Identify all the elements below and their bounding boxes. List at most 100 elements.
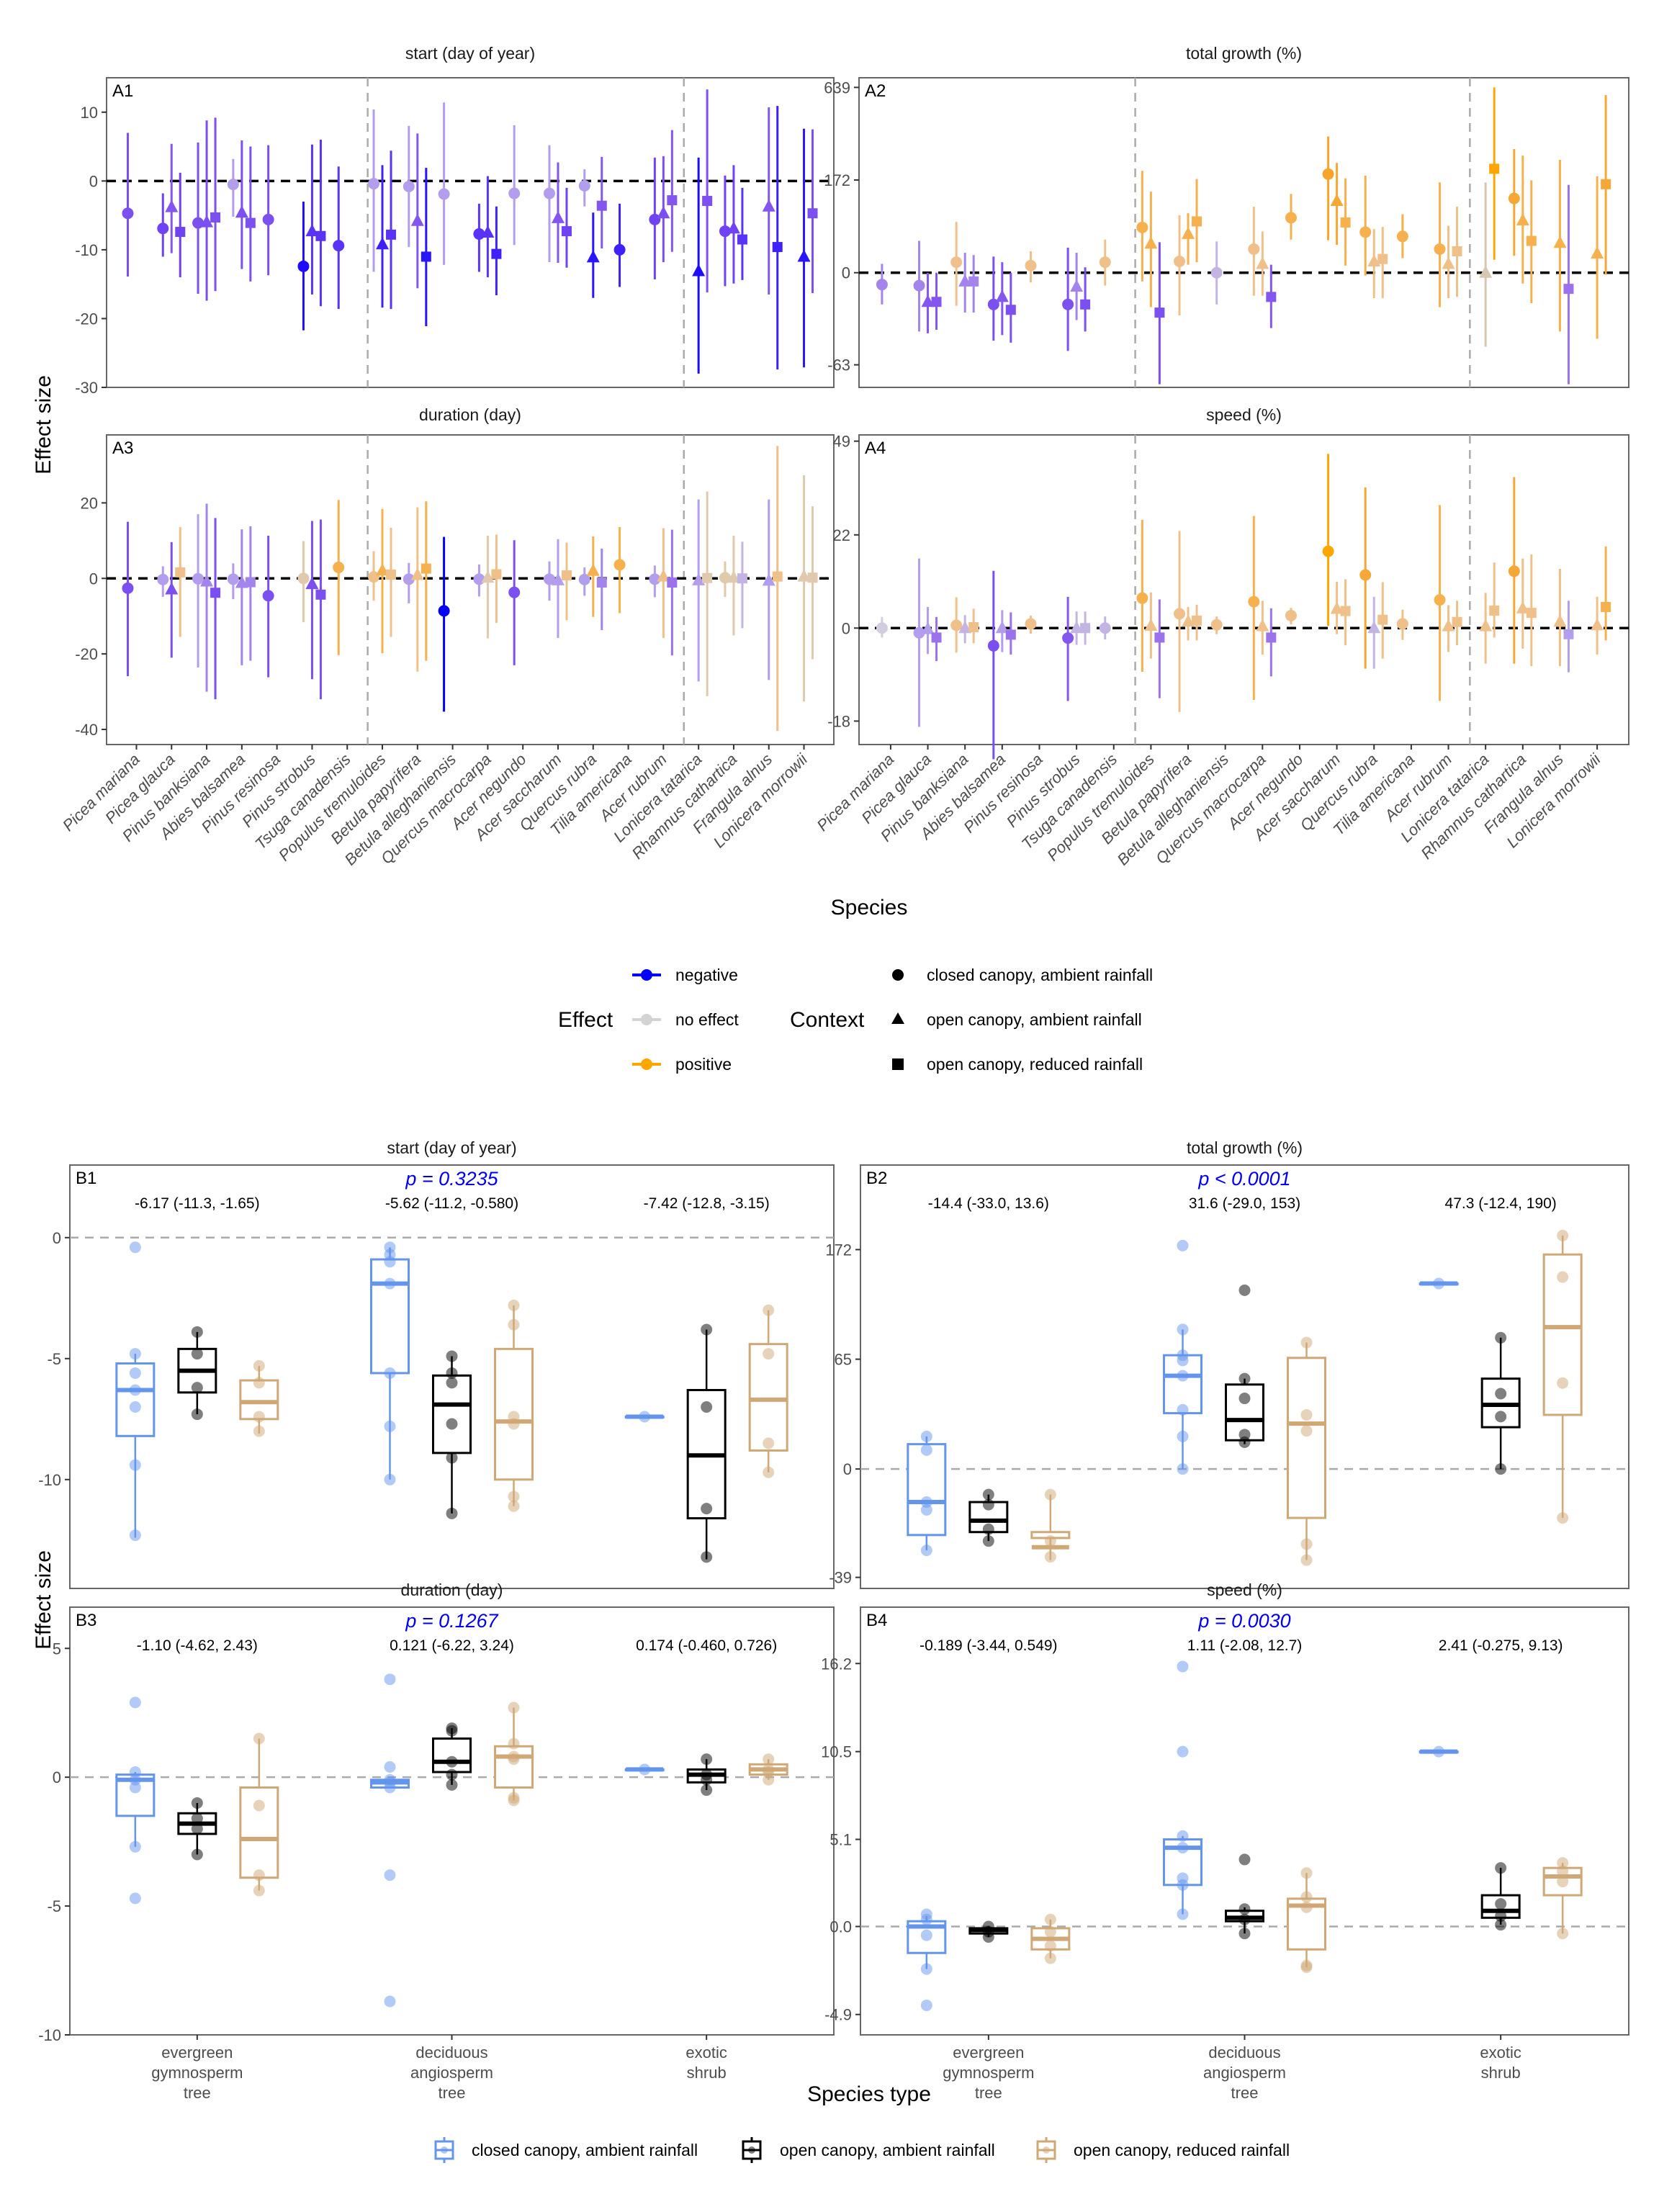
data-point [191,1348,203,1360]
effect-point [410,133,424,289]
effect-point [1591,176,1604,339]
data-point [1300,1554,1313,1566]
effect-point [1442,225,1455,299]
y-tick-label: 16.2 [821,1655,852,1673]
effect-point [995,262,1009,336]
marker-square [596,200,607,211]
effect-point [968,255,979,313]
panel-border [858,434,1629,745]
data-point [1044,1488,1056,1501]
data-point [384,1473,396,1485]
effect-point [1452,601,1462,646]
box [748,1343,788,1452]
data-point [701,1784,713,1797]
marker-circle [227,179,239,191]
data-point [1238,1372,1251,1385]
group-estimate-label: -1.10 (-4.62, 2.43) [137,1637,258,1654]
marker-triangle [657,206,670,219]
marker-square [1489,163,1500,174]
data-point [191,1822,203,1835]
boxplot [1542,1857,1583,1940]
panel-b4: speed (%) B4 16.2 10.5 5.1 0.0 -4.9 p = 0.0030 -… [821,1581,1629,2102]
marker-triangle [1182,614,1195,627]
data-point [763,1348,775,1360]
x-tick-label-line: evergreen [161,2044,233,2062]
y-tick-label: -40 [75,721,98,739]
data-point [920,1503,932,1516]
marker-triangle [481,570,495,583]
data-point [384,1420,396,1432]
data-point [1495,1898,1507,1910]
data-point [129,1840,141,1853]
effect-point [1285,194,1297,240]
marker-triangle [995,289,1009,302]
effect-point [667,130,678,252]
marker-square [702,572,713,583]
data-point [1177,1430,1189,1442]
data-point [253,1411,265,1423]
effect-point [1182,213,1195,265]
b-legend-label-open-ambient: open canopy, ambient rainfall [780,2141,995,2159]
effect-point [613,203,626,287]
x-tick-label-species-type: exotic shrub [1480,2044,1521,2082]
effect-point [1248,206,1260,296]
data-point [1238,1903,1251,1915]
data-point [1177,1354,1189,1367]
effect-point [1526,554,1537,667]
y-tick-label: 0.0 [830,1917,852,1936]
effect-point [968,608,979,644]
marker-circle [613,243,626,256]
y-tick-label: -4.9 [824,2006,852,2024]
x-tick-label-species-type: exotic shrub [685,2044,727,2082]
y-tick-label: -5 [47,1897,61,1915]
marker-circle [1285,609,1297,621]
boxplot [494,1701,534,1807]
effect-point [200,120,214,301]
data-point [446,1418,458,1430]
data-point [701,1753,713,1766]
y-tick-label: -63 [827,356,850,374]
effect-label-positive: positive [675,1055,732,1074]
effect-point [333,166,345,310]
effect-point [586,536,600,617]
effect-point [1367,596,1381,669]
effect-point [175,526,186,637]
effect-point [157,566,169,597]
y-axis-title-b: Effect size [32,1550,55,1650]
effect-point [508,540,521,665]
marker-triangle [586,563,600,576]
effect-point [1553,160,1567,332]
x-tick-label-line: deciduous [1208,2044,1280,2062]
p-value-label: p = 0.3235 [405,1168,498,1190]
data-point [1177,1323,1189,1336]
data-point [384,1256,396,1268]
marker-circle [1062,298,1074,310]
data-point [920,1963,932,1975]
marker-circle [1359,569,1372,581]
marker-triangle [1070,279,1084,292]
data-point [1557,1865,1569,1877]
effect-point [1330,163,1344,246]
panel-title: speed (%) [1207,1581,1282,1599]
panel-border [106,434,835,745]
box [370,1258,410,1375]
effect-point [876,616,888,638]
marker-circle [543,573,555,585]
marker-circle [1434,594,1446,606]
boxplot [239,1732,279,1897]
marker-triangle [1330,601,1344,614]
panel-tag: B2 [866,1169,887,1188]
data-point [701,1323,713,1336]
data-point [920,1444,932,1456]
marker-circle [876,622,888,634]
effect-point [368,551,380,601]
marker-triangle [410,567,424,580]
marker-triangle [586,250,600,263]
data-point [508,1794,520,1807]
marker-circle [508,586,521,598]
effect-point [175,172,186,278]
marker-triangle [958,621,972,634]
effect-point [649,565,661,598]
marker-circle [719,572,731,584]
data-point [1433,1277,1445,1290]
